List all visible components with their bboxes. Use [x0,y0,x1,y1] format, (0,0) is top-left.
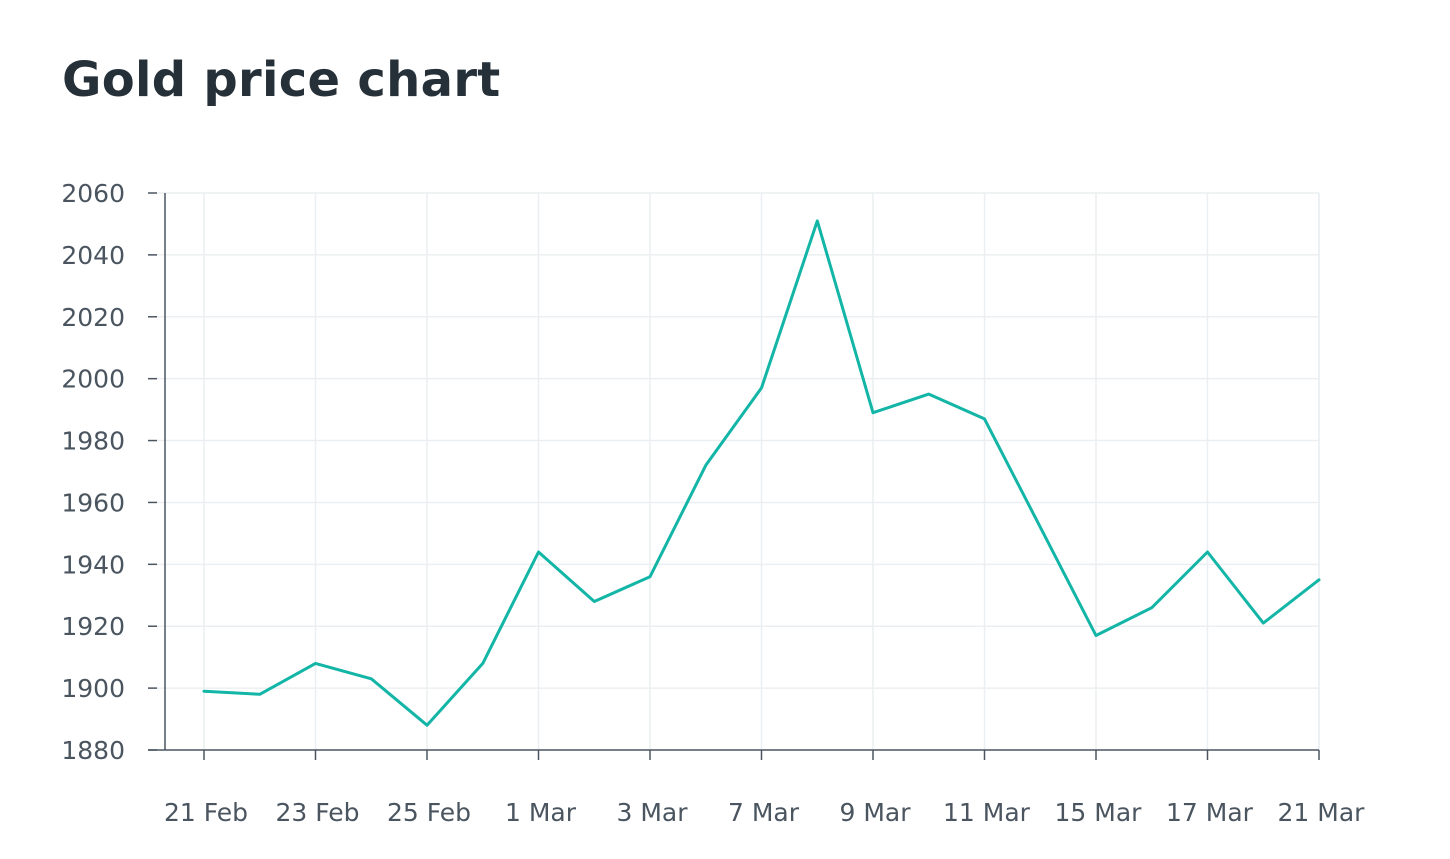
y-tick-label: 1980 [61,427,125,456]
x-tick-label: 17 Mar [1166,798,1254,827]
x-tick-label: 15 Mar [1055,798,1143,827]
chart-title: Gold price chart [62,52,501,108]
x-tick-label: 21 Feb [164,798,248,827]
y-tick-label: 1960 [61,488,125,517]
x-tick-label: 23 Feb [275,798,359,827]
y-tick-label: 2040 [61,241,125,270]
y-tick-label: 1920 [61,612,125,641]
y-tick-label: 2000 [61,365,125,394]
y-tick-label: 1940 [61,550,125,579]
x-axis-ticks: 21 Feb 23 Feb 25 Feb 1 Mar 3 Mar 7 Mar 9 Mar 11… [164,750,1365,827]
vertical-gridlines [203,193,1320,750]
y-tick-label: 2060 [61,179,125,208]
x-tick-label: 3 Mar [616,798,688,827]
series-layer [202,219,1321,727]
y-axis-ticks: 1880 1900 1920 1940 1960 1980 2000 2020 2040 2060 [61,179,157,765]
y-tick-label: 2020 [61,303,125,332]
y-tick-label: 1880 [61,736,125,765]
x-tick-label: 1 Mar [505,798,577,827]
x-tick-label: 25 Feb [387,798,471,827]
x-tick-label: 21 Mar [1278,798,1366,827]
horizontal-gridlines [157,192,1319,689]
x-tick-label: 11 Mar [943,798,1031,827]
x-tick-label: 9 Mar [839,798,911,827]
axes [148,193,1319,751]
series-line [202,219,1321,727]
y-tick-label: 1900 [61,674,125,703]
x-tick-label: 7 Mar [728,798,800,827]
